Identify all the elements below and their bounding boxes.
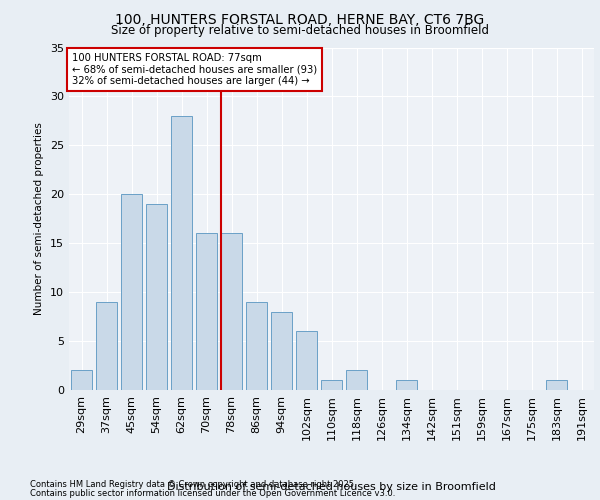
Bar — [96, 302, 117, 390]
Text: Contains HM Land Registry data © Crown copyright and database right 2025.: Contains HM Land Registry data © Crown c… — [30, 480, 356, 489]
Bar — [546, 380, 567, 390]
Bar — [296, 332, 317, 390]
X-axis label: Distribution of semi-detached houses by size in Broomfield: Distribution of semi-detached houses by … — [167, 482, 496, 492]
Bar — [396, 380, 417, 390]
Bar — [221, 234, 242, 390]
Bar — [321, 380, 342, 390]
Bar — [146, 204, 167, 390]
Y-axis label: Number of semi-detached properties: Number of semi-detached properties — [34, 122, 44, 315]
Bar — [346, 370, 367, 390]
Bar — [171, 116, 192, 390]
Bar — [196, 234, 217, 390]
Bar — [121, 194, 142, 390]
Text: Contains public sector information licensed under the Open Government Licence v3: Contains public sector information licen… — [30, 488, 395, 498]
Text: 100 HUNTERS FORSTAL ROAD: 77sqm
← 68% of semi-detached houses are smaller (93)
3: 100 HUNTERS FORSTAL ROAD: 77sqm ← 68% of… — [71, 52, 317, 86]
Bar — [71, 370, 92, 390]
Text: 100, HUNTERS FORSTAL ROAD, HERNE BAY, CT6 7BG: 100, HUNTERS FORSTAL ROAD, HERNE BAY, CT… — [115, 12, 485, 26]
Bar — [271, 312, 292, 390]
Bar — [246, 302, 267, 390]
Text: Size of property relative to semi-detached houses in Broomfield: Size of property relative to semi-detach… — [111, 24, 489, 37]
